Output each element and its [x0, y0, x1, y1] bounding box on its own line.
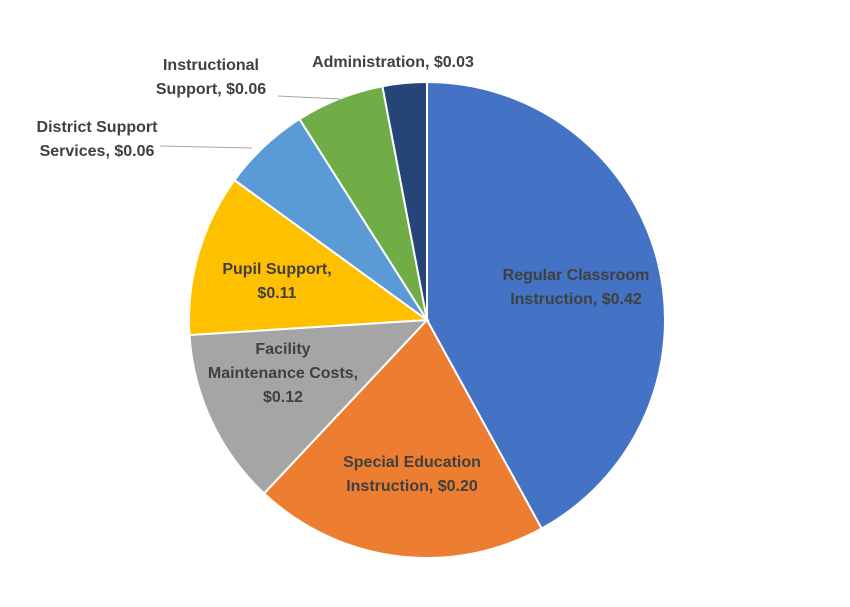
slice-label-administration: Administration, $0.03: [312, 54, 474, 71]
pie-slices: [188, 80, 666, 559]
leader-line-district-support-services: [159, 145, 253, 149]
leader-lines: [159, 95, 341, 149]
slice-label-district-support-services: District Support Services, $0.06: [37, 119, 159, 160]
pie-slice-administration: [381, 80, 428, 321]
pie-slice-regular-classroom-instruction: [426, 80, 666, 530]
slice-label-instructional-support: Instructional Support, $0.06: [156, 57, 266, 98]
leader-line-instructional-support: [277, 95, 341, 100]
pie-slice-special-education-instruction: [262, 318, 544, 559]
slice-labels: Regular Classroom Instruction, $0.42 Speci…: [37, 54, 650, 495]
slice-label-regular-classroom-instruction: Regular Classroom Instruction, $0.42: [503, 267, 650, 308]
pie-slice-pupil-support: [188, 178, 430, 337]
slice-label-special-education-instruction: Special Education Instruction, $0.20: [343, 454, 481, 495]
slice-label-facility-maintenance-costs: Facility Maintenance Costs, $0.12: [208, 341, 358, 406]
pie-slice-facility-maintenance-costs: [188, 318, 430, 495]
slice-label-pupil-support: Pupil Support, $0.11: [222, 261, 331, 302]
